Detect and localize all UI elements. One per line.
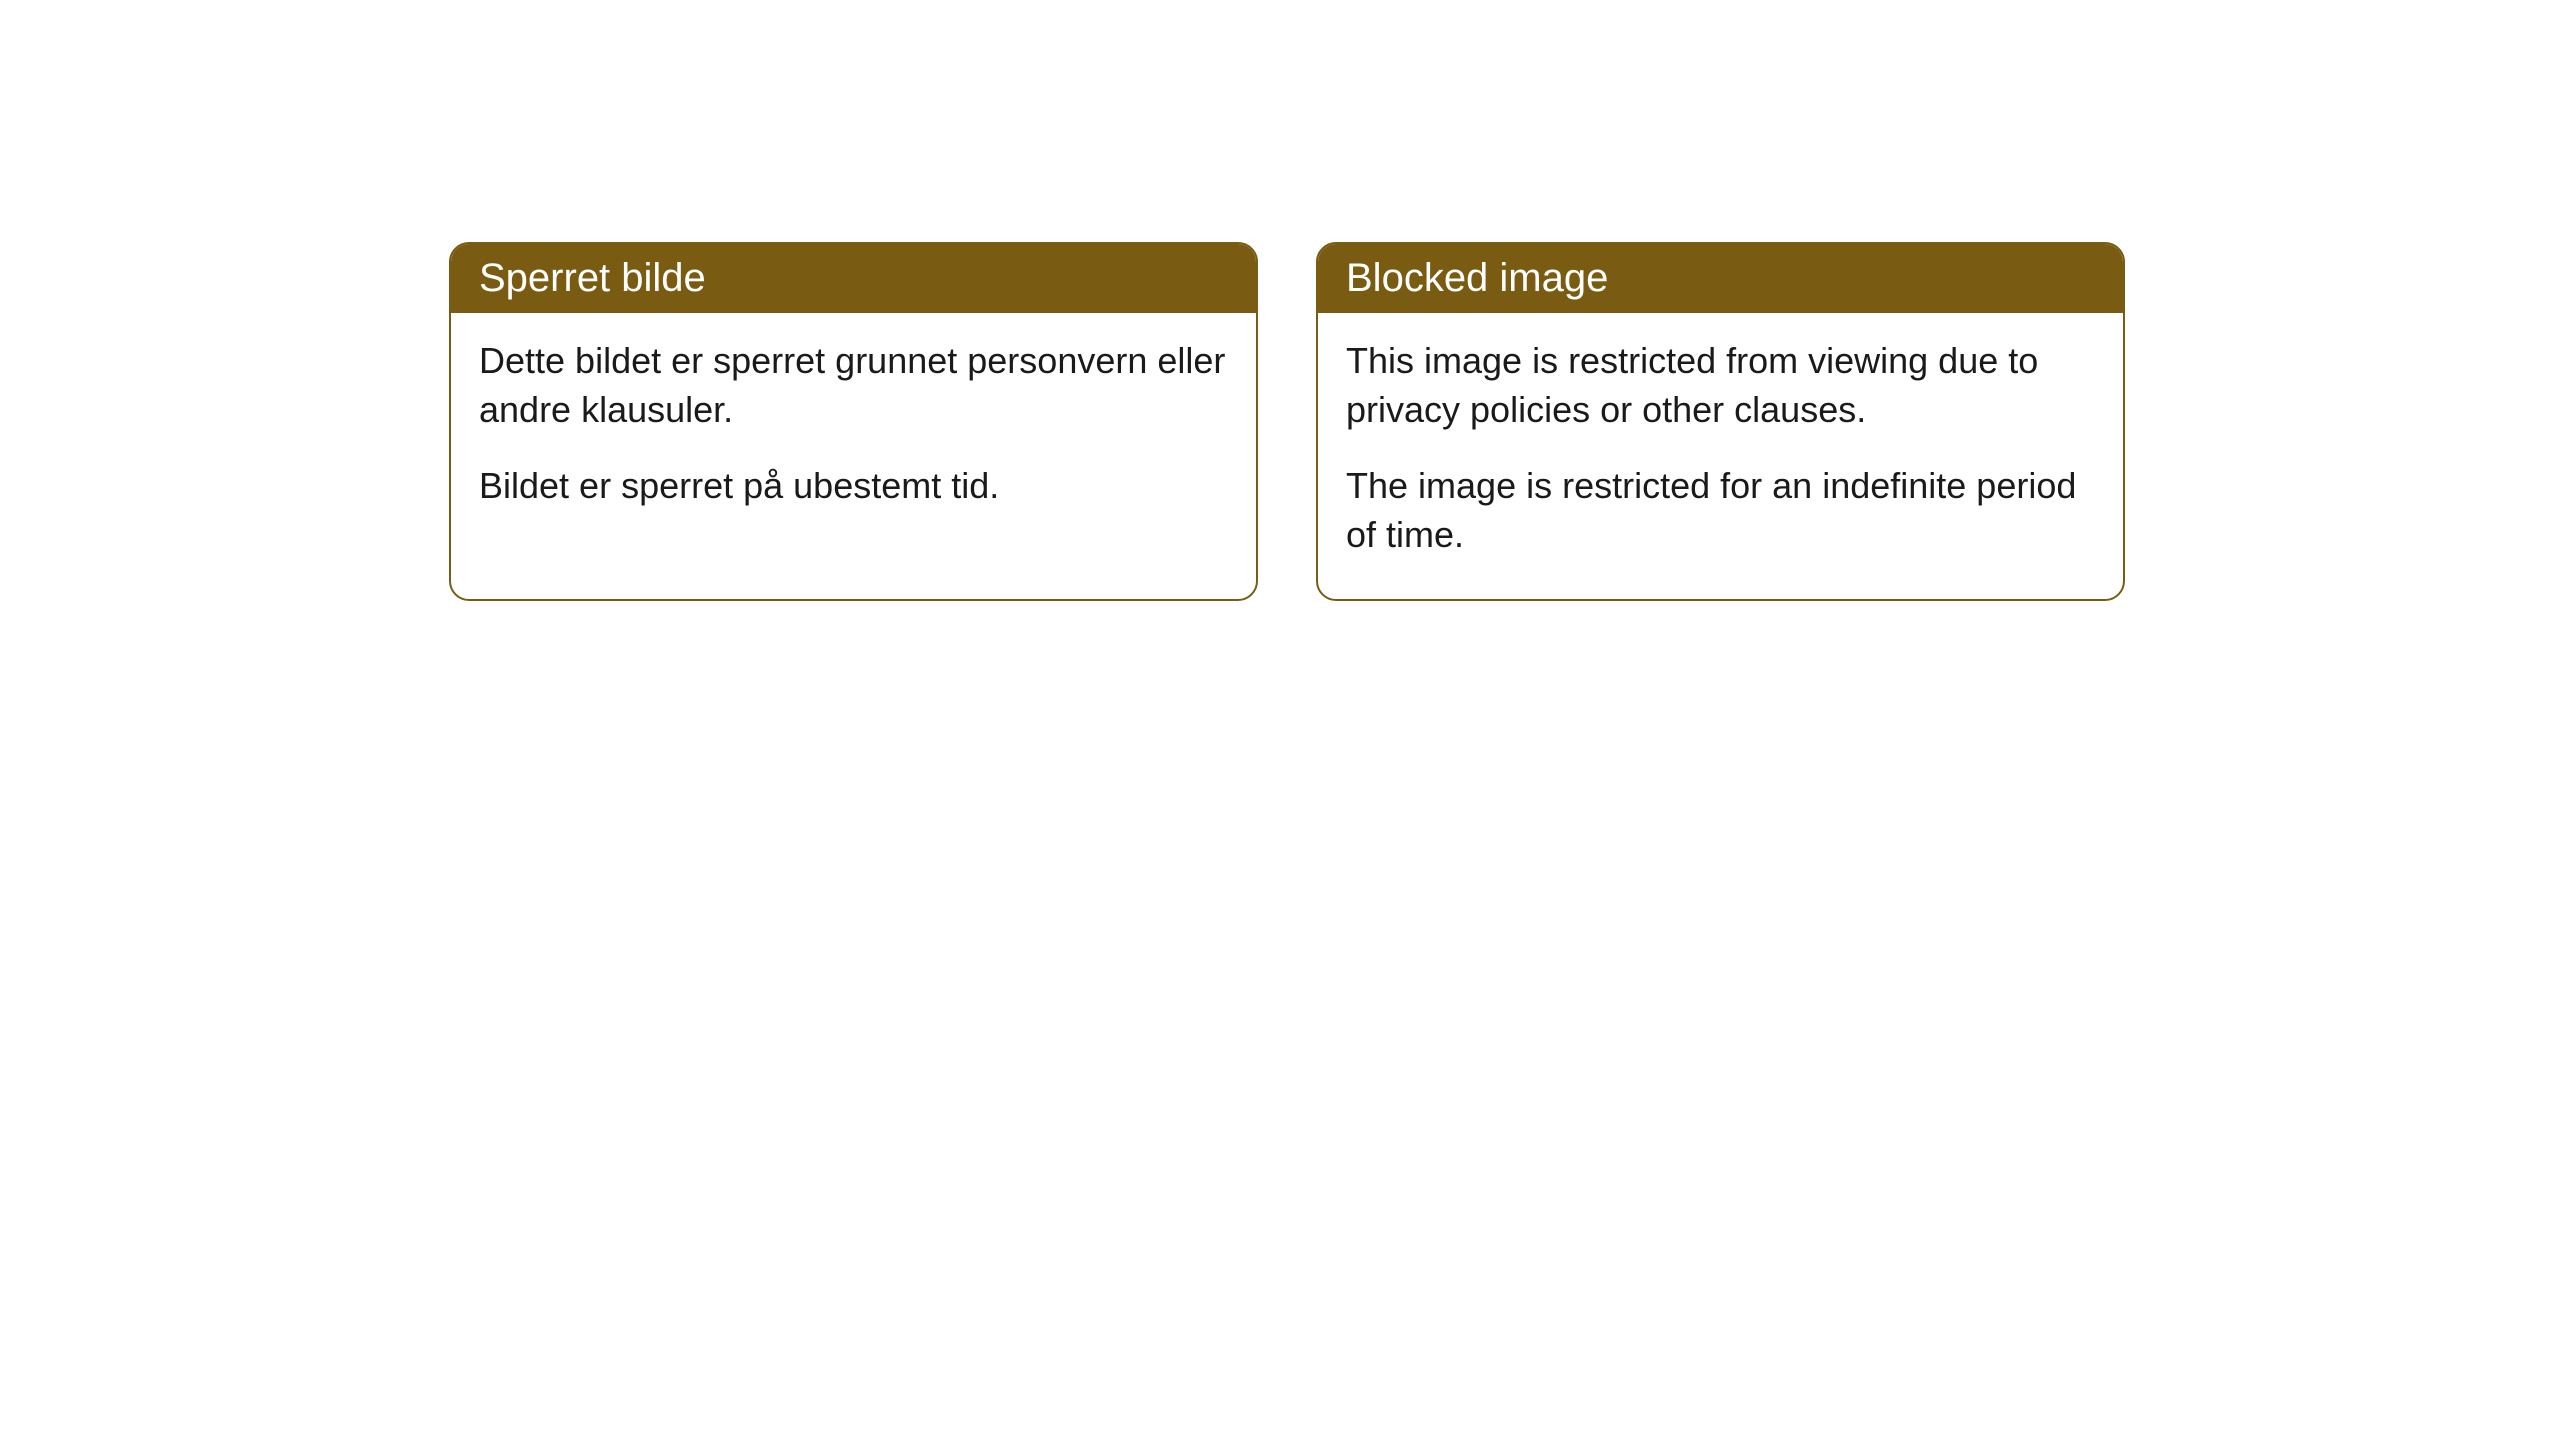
card-paragraph-1-english: This image is restricted from viewing du… (1346, 337, 2095, 434)
card-title-english: Blocked image (1346, 256, 1608, 300)
notice-card-english: Blocked image This image is restricted f… (1316, 242, 2125, 601)
card-header-norwegian: Sperret bilde (451, 244, 1256, 313)
notice-card-norwegian: Sperret bilde Dette bildet er sperret gr… (449, 242, 1258, 601)
card-paragraph-2-english: The image is restricted for an indefinit… (1346, 462, 2095, 559)
card-body-english: This image is restricted from viewing du… (1318, 313, 2123, 599)
card-paragraph-2-norwegian: Bildet er sperret på ubestemt tid. (479, 462, 1228, 511)
card-header-english: Blocked image (1318, 244, 2123, 313)
notice-cards-container: Sperret bilde Dette bildet er sperret gr… (449, 242, 2125, 601)
card-title-norwegian: Sperret bilde (479, 256, 706, 300)
card-paragraph-1-norwegian: Dette bildet er sperret grunnet personve… (479, 337, 1228, 434)
card-body-norwegian: Dette bildet er sperret grunnet personve… (451, 313, 1256, 551)
